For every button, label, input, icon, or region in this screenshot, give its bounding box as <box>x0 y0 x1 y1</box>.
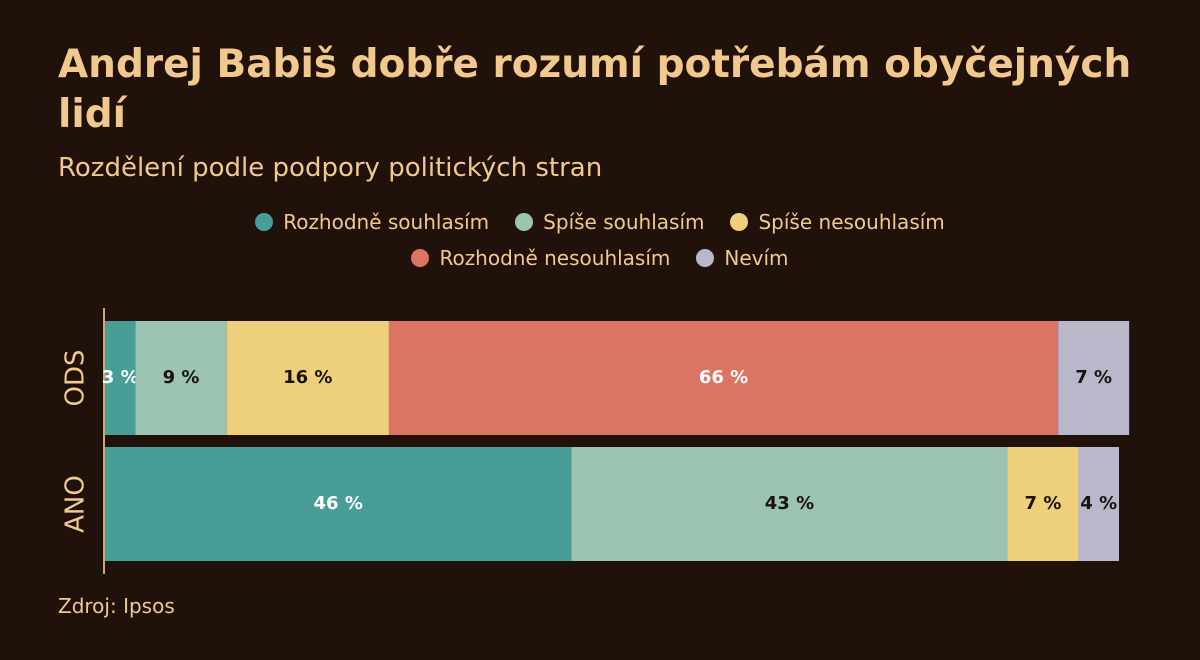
legend-label: Rozhodně nesouhlasím <box>439 246 671 270</box>
bar-segment-ano-4 <box>1078 447 1119 561</box>
stacked-bar-plot: ODS 3 % 9 % 16 % 66 % 7 % ANO 46 % 43 % 7 % 4 % <box>61 308 1130 574</box>
data-label-ano-4: 4 % <box>1080 493 1117 514</box>
bar-segment-ano-0 <box>105 447 572 561</box>
category-label-ano: ANO <box>61 475 91 533</box>
legend-label: Rozhodně souhlasím <box>283 210 490 234</box>
legend-row-1: Rozhodně souhlasím Spíše souhlasím Spíše… <box>0 204 1200 240</box>
data-label-ods-2: 16 % <box>283 367 332 388</box>
legend-label: Spíše nesouhlasím <box>758 210 945 234</box>
legend-item-nevim: Nevím <box>696 246 789 270</box>
legend-label: Spíše souhlasím <box>543 210 705 234</box>
legend-item-spise-nesouhlasim: Spíše nesouhlasím <box>730 210 945 234</box>
legend-swatch-icon <box>696 249 715 267</box>
bar-segment-ods-3 <box>388 321 1059 435</box>
data-label-ods-4: 7 % <box>1075 367 1112 388</box>
bar-segment-ods-0 <box>105 321 136 435</box>
data-label-ano-1: 43 % <box>765 493 814 514</box>
legend-item-rozhodne-souhlasim: Rozhodně souhlasím <box>255 210 489 234</box>
bar-segment-ano-1 <box>571 447 1008 561</box>
legend-swatch-icon <box>411 249 430 267</box>
source-note: Zdroj: Ipsos <box>58 594 175 618</box>
data-label-ods-3: 66 % <box>699 367 748 388</box>
legend: Rozhodně souhlasím Spíše souhlasím Spíše… <box>0 204 1200 276</box>
data-label-ods-0: 3 % <box>102 367 139 388</box>
bar-segment-ano-2 <box>1007 447 1079 561</box>
legend-swatch-icon <box>515 213 534 231</box>
data-label-ods-1: 9 % <box>163 367 200 388</box>
legend-swatch-icon <box>730 213 749 231</box>
chart-subtitle: Rozdělení podle podpory politických stra… <box>58 153 603 183</box>
legend-label: Nevím <box>724 246 789 270</box>
legend-row-2: Rozhodně nesouhlasím Nevím <box>0 240 1200 276</box>
bar-segment-ods-4 <box>1058 321 1130 435</box>
data-label-ano-0: 46 % <box>314 493 363 514</box>
legend-swatch-icon <box>255 213 274 231</box>
category-label-ods: ODS <box>61 350 91 407</box>
bar-segment-ods-1 <box>135 321 227 435</box>
legend-item-spise-souhlasim: Spíše souhlasím <box>515 210 704 234</box>
data-label-ano-2: 7 % <box>1025 493 1062 514</box>
bar-segment-ods-2 <box>226 321 389 435</box>
legend-item-rozhodne-nesouhlasim: Rozhodně nesouhlasím <box>411 246 670 270</box>
chart-title: Andrej Babiš dobře rozumí potřebám obyče… <box>58 42 1132 137</box>
